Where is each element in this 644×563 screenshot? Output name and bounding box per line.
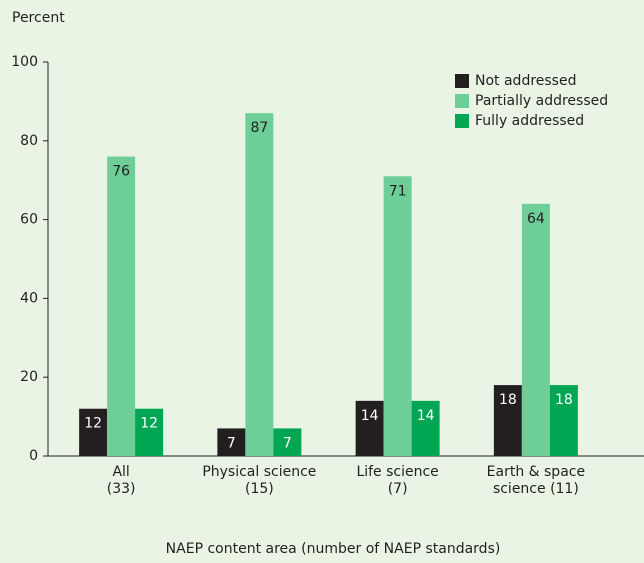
value-label: 14 (417, 408, 435, 424)
value-label: 18 (499, 392, 517, 408)
x-tick-label: science (11) (493, 481, 579, 497)
bar (135, 408, 164, 456)
legend-label: Partially addressed (475, 93, 608, 109)
y-tick-label: 80 (20, 133, 38, 149)
value-label: 87 (250, 120, 268, 136)
bar (383, 176, 412, 456)
value-label: 12 (140, 416, 158, 432)
bar (355, 400, 384, 456)
x-tick-label: All (112, 464, 129, 480)
x-tick-label: Physical science (202, 464, 316, 480)
bar (107, 156, 136, 456)
x-tick-label: Life science (356, 464, 438, 480)
value-label: 18 (555, 392, 573, 408)
legend-swatch (455, 114, 469, 128)
x-tick-label: Earth & space (487, 464, 585, 480)
bar (549, 385, 578, 456)
y-tick-label: 20 (20, 369, 38, 385)
value-label: 7 (283, 435, 292, 451)
legend-label: Not addressed (475, 73, 576, 89)
bar (217, 428, 246, 456)
bar (245, 113, 274, 456)
legend-swatch (455, 74, 469, 88)
value-label: 71 (389, 183, 407, 199)
value-label: 7 (227, 435, 236, 451)
y-tick-label: 0 (29, 448, 38, 464)
x-tick-label: (15) (245, 481, 274, 497)
bar (411, 400, 440, 456)
x-tick-label: (7) (388, 481, 408, 497)
bar (273, 428, 302, 456)
y-tick-label: 100 (11, 54, 38, 70)
y-tick-label: 40 (20, 290, 38, 306)
legend-swatch (455, 94, 469, 108)
value-label: 64 (527, 211, 545, 227)
bar (521, 203, 550, 456)
value-label: 14 (361, 408, 379, 424)
x-tick-label: (33) (107, 481, 136, 497)
y-tick-label: 60 (20, 212, 38, 228)
legend-label: Fully addressed (475, 113, 584, 129)
x-axis-label: NAEP content area (number of NAEP standa… (166, 541, 501, 557)
bar (79, 408, 108, 456)
y-axis-label: Percent (12, 10, 65, 26)
value-label: 76 (112, 164, 130, 180)
value-label: 12 (84, 416, 102, 432)
bar (493, 385, 522, 456)
